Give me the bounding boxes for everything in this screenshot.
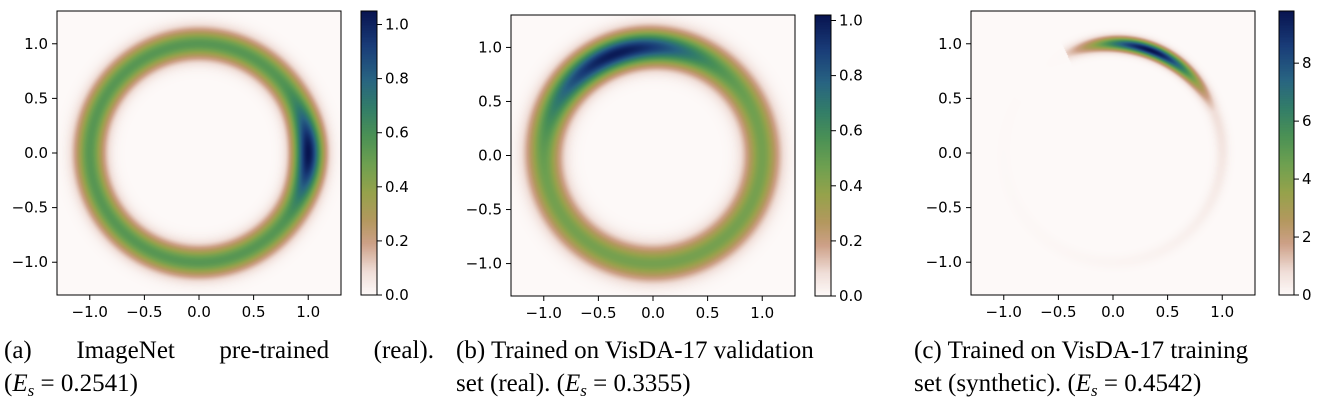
y-tick-label-2-3: 0.5 — [938, 89, 962, 107]
colorbar-tick-label-2-2: 4 — [1302, 170, 1312, 188]
colorbar-tick-label-1-1: 0.2 — [839, 232, 863, 250]
y-tick-label-1-0: −1.0 — [466, 255, 502, 273]
y-tick-label-2-4: 1.0 — [938, 35, 962, 53]
caption-c-label: (c) — [914, 337, 942, 364]
x-tick-label-1-4: 1.0 — [750, 304, 774, 322]
caption-b-label: (b) — [456, 337, 486, 364]
x-tick-label-2-2: 0.0 — [1101, 303, 1125, 321]
x-tick-label-1-2: 0.0 — [641, 304, 665, 322]
x-tick-label-0-4: 1.0 — [296, 303, 320, 321]
caption-b-metric-value: 0.3355 — [613, 370, 683, 397]
caption-c-metric-name: E — [1075, 370, 1092, 397]
colorbar-tick-label-2-1: 2 — [1302, 228, 1312, 246]
colorbar-frame-2 — [1278, 10, 1295, 296]
x-tick-label-2-3: 0.5 — [1156, 303, 1180, 321]
colorbar-tick-label-1-3: 0.6 — [839, 122, 863, 140]
y-tick-label-2-2: 0.0 — [938, 144, 962, 162]
caption-b: (b) Trained on VisDA-17 validation set (… — [456, 337, 814, 400]
colorbar-tick-label-0-2: 0.4 — [385, 178, 409, 196]
y-tick-label-1-3: 0.5 — [478, 92, 502, 110]
figure: −1.0 −0.5 0.0 0.5 1.0 −1.0 −0.5 0.0 0.5 1.0 0.0 0.2… — [12, 10, 1312, 322]
y-tick-label-2-1: −0.5 — [926, 199, 962, 217]
heatmap-image-1 — [511, 15, 795, 296]
caption-a-text: ImageNet pre-trained (real). — [76, 337, 434, 364]
y-tick-label-1-1: −0.5 — [466, 201, 502, 219]
heatmap-image-2 — [971, 11, 1255, 295]
colorbar-gradient-0 — [361, 11, 377, 295]
colorbar-tick-label-1-2: 0.4 — [839, 177, 863, 195]
x-tick-label-1-3: 0.5 — [696, 304, 720, 322]
caption-a: (a) ImageNet pre-trained (real). (Es = 0… — [4, 337, 434, 400]
heatmap-image-0 — [57, 11, 341, 295]
x-tick-label-2-4: 1.0 — [1210, 303, 1234, 321]
caption-a-metric-name: E — [12, 370, 28, 397]
x-tick-label-0-3: 0.5 — [242, 303, 266, 321]
x-tick-label-2-1: −0.5 — [1040, 303, 1076, 321]
x-tick-label-1-0: −1.0 — [526, 304, 562, 322]
x-tick-label-0-1: −0.5 — [126, 303, 162, 321]
colorbar-tick-label-0-3: 0.6 — [385, 124, 409, 142]
y-tick-label-2-0: −1.0 — [926, 253, 962, 271]
y-tick-label-0-1: −0.5 — [12, 199, 48, 217]
x-tick-label-1-1: −0.5 — [580, 304, 616, 322]
colorbar-tick-label-1-5: 1.0 — [839, 12, 863, 30]
colorbar-gradient-2 — [1279, 11, 1294, 295]
y-tick-label-0-2: 0.0 — [24, 144, 48, 162]
caption-b-metric-name: E — [564, 370, 581, 397]
colorbar-tick-label-0-5: 1.0 — [385, 16, 409, 34]
x-tick-label-2-0: −1.0 — [986, 303, 1022, 321]
colorbar-tick-label-1-0: 0.0 — [839, 287, 863, 305]
caption-a-metric-value: 0.2541 — [60, 370, 130, 397]
colorbar-tick-label-1-4: 0.8 — [839, 67, 863, 85]
y-tick-label-1-4: 1.0 — [478, 38, 502, 56]
colorbar-tick-label-0-4: 0.8 — [385, 70, 409, 88]
colorbar-tick-label-0-1: 0.2 — [385, 232, 409, 250]
colorbar-frame-0 — [360, 10, 378, 296]
colorbar-gradient-1 — [815, 15, 831, 296]
caption-c-text2: set (synthetic). — [914, 370, 1062, 397]
y-tick-label-1-2: 0.0 — [478, 147, 502, 165]
caption-c-metric-sub: s — [1091, 381, 1098, 400]
colorbar-tick-label-2-0: 0 — [1302, 286, 1312, 304]
caption-c-metric-value: 0.4542 — [1124, 370, 1194, 397]
caption-c-text: Trained on VisDA-17 training — [947, 337, 1249, 364]
x-tick-label-0-2: 0.0 — [187, 303, 211, 321]
x-tick-label-0-0: −1.0 — [72, 303, 108, 321]
colorbar-frame-1 — [814, 14, 832, 297]
caption-c: (c) Trained on VisDA-17 training set (sy… — [914, 337, 1249, 400]
y-tick-label-0-3: 0.5 — [24, 89, 48, 107]
caption-b-text: Trained on VisDA-17 validation — [490, 337, 814, 364]
colorbar-tick-label-0-0: 0.0 — [385, 286, 409, 304]
y-tick-label-0-4: 1.0 — [24, 35, 48, 53]
colorbar-tick-label-2-3: 6 — [1302, 112, 1312, 130]
colorbar-tick-label-2-4: 8 — [1302, 54, 1312, 72]
caption-b-metric-sub: s — [580, 381, 587, 400]
caption-b-text2: set (real). — [456, 370, 551, 397]
caption-a-label: (a) — [4, 337, 32, 364]
caption-a-metric-sub: s — [27, 381, 35, 400]
y-tick-label-0-0: −1.0 — [12, 253, 48, 271]
